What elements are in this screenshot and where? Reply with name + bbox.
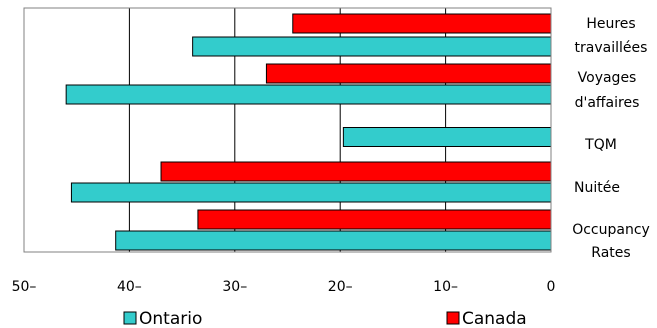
legend: Canada Ontario [123, 309, 527, 328]
x-tick-label: 30– [222, 279, 247, 295]
bar-ontario-3 [70, 182, 552, 203]
category-label: Occupancy [572, 222, 650, 238]
category-label: Heures [586, 16, 635, 32]
category-label: travaillées [575, 40, 648, 56]
category-label: Rates [591, 245, 630, 261]
category-label: Voyages [578, 70, 637, 86]
plot-area-frame [23, 7, 552, 253]
axis-layer: 50– 40– 30– 20– 10– 0 [12, 279, 556, 295]
x-tick-label: 50– [12, 279, 37, 295]
bar-canada-3 [160, 161, 552, 182]
legend-label-ontario: Ontario [139, 309, 202, 328]
legend-swatch-ontario [123, 311, 137, 325]
bar-canada-4 [197, 209, 552, 230]
category-labels: Heures travaillées Voyages d'affaires TQM Nui… [572, 16, 650, 261]
bar-ontario-2 [342, 127, 552, 147]
legend-label-canada: Canada [462, 309, 527, 328]
bar-ontario-4 [115, 230, 552, 251]
bar-ontario-1 [65, 84, 552, 105]
bar-canada-0 [292, 13, 552, 34]
bar-layer [65, 13, 552, 251]
bar-canada-1 [265, 63, 552, 84]
x-tick-label: 40– [117, 279, 142, 295]
x-tick-label: 10– [433, 279, 458, 295]
bar-ontario-0 [192, 36, 552, 57]
x-tick-label: 20– [328, 279, 353, 295]
category-label: d'affaires [575, 95, 640, 111]
category-label: Nuitée [574, 180, 620, 196]
category-label: TQM [584, 137, 617, 153]
legend-swatch-canada [446, 311, 460, 325]
x-tick-label: 0 [547, 279, 556, 295]
